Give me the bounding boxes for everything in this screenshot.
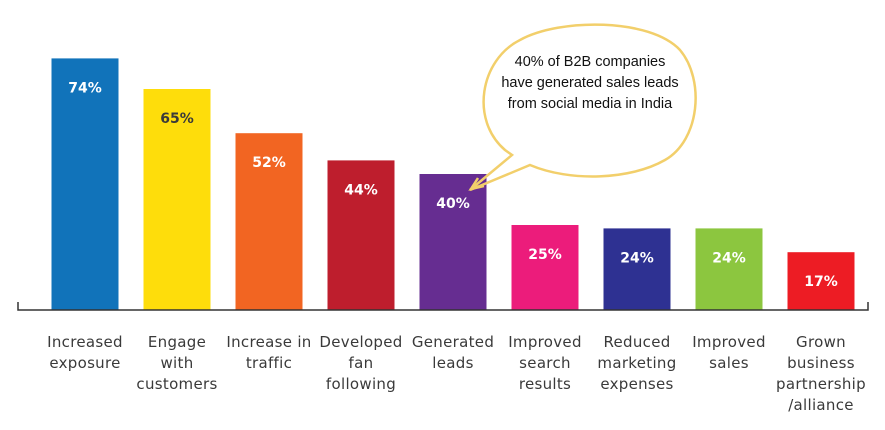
value-label: 25% xyxy=(528,247,562,263)
bar xyxy=(695,228,763,310)
category-label: Developed fan following xyxy=(319,333,403,393)
bar xyxy=(603,228,671,310)
value-label: 65% xyxy=(160,111,194,127)
value-label: 52% xyxy=(252,155,286,171)
callout-bubble xyxy=(469,23,697,192)
x-axis xyxy=(17,302,869,311)
bars: 74% 65% 52% 44% 40% 25% 24% 24% 17% xyxy=(51,58,855,311)
category-label: Improved sales xyxy=(692,333,766,372)
value-label: 24% xyxy=(620,250,654,266)
category-label: Engage with customers xyxy=(136,333,218,393)
bar xyxy=(419,174,487,310)
callout-arrow xyxy=(468,177,485,191)
value-label: 44% xyxy=(344,182,378,198)
bar xyxy=(327,160,395,310)
bar xyxy=(51,58,119,311)
value-label: 17% xyxy=(804,274,838,290)
category-label: Generated leads xyxy=(411,333,495,372)
category-label: Reduced marketing expenses xyxy=(597,333,677,393)
category-label: Increased exposure xyxy=(47,333,123,372)
category-label: Grown business partnership /alliance xyxy=(776,333,866,414)
value-label: 24% xyxy=(712,250,746,266)
bar xyxy=(143,89,211,310)
category-label: Increase in traffic xyxy=(226,333,312,372)
bar xyxy=(787,252,855,310)
bar xyxy=(235,133,303,310)
value-label: 40% xyxy=(436,196,470,212)
value-label: 74% xyxy=(68,80,102,96)
bar xyxy=(511,225,579,310)
annotation: 40% of B2B companies have generated sale… xyxy=(501,54,679,112)
category-label: Improved search results xyxy=(508,333,582,393)
